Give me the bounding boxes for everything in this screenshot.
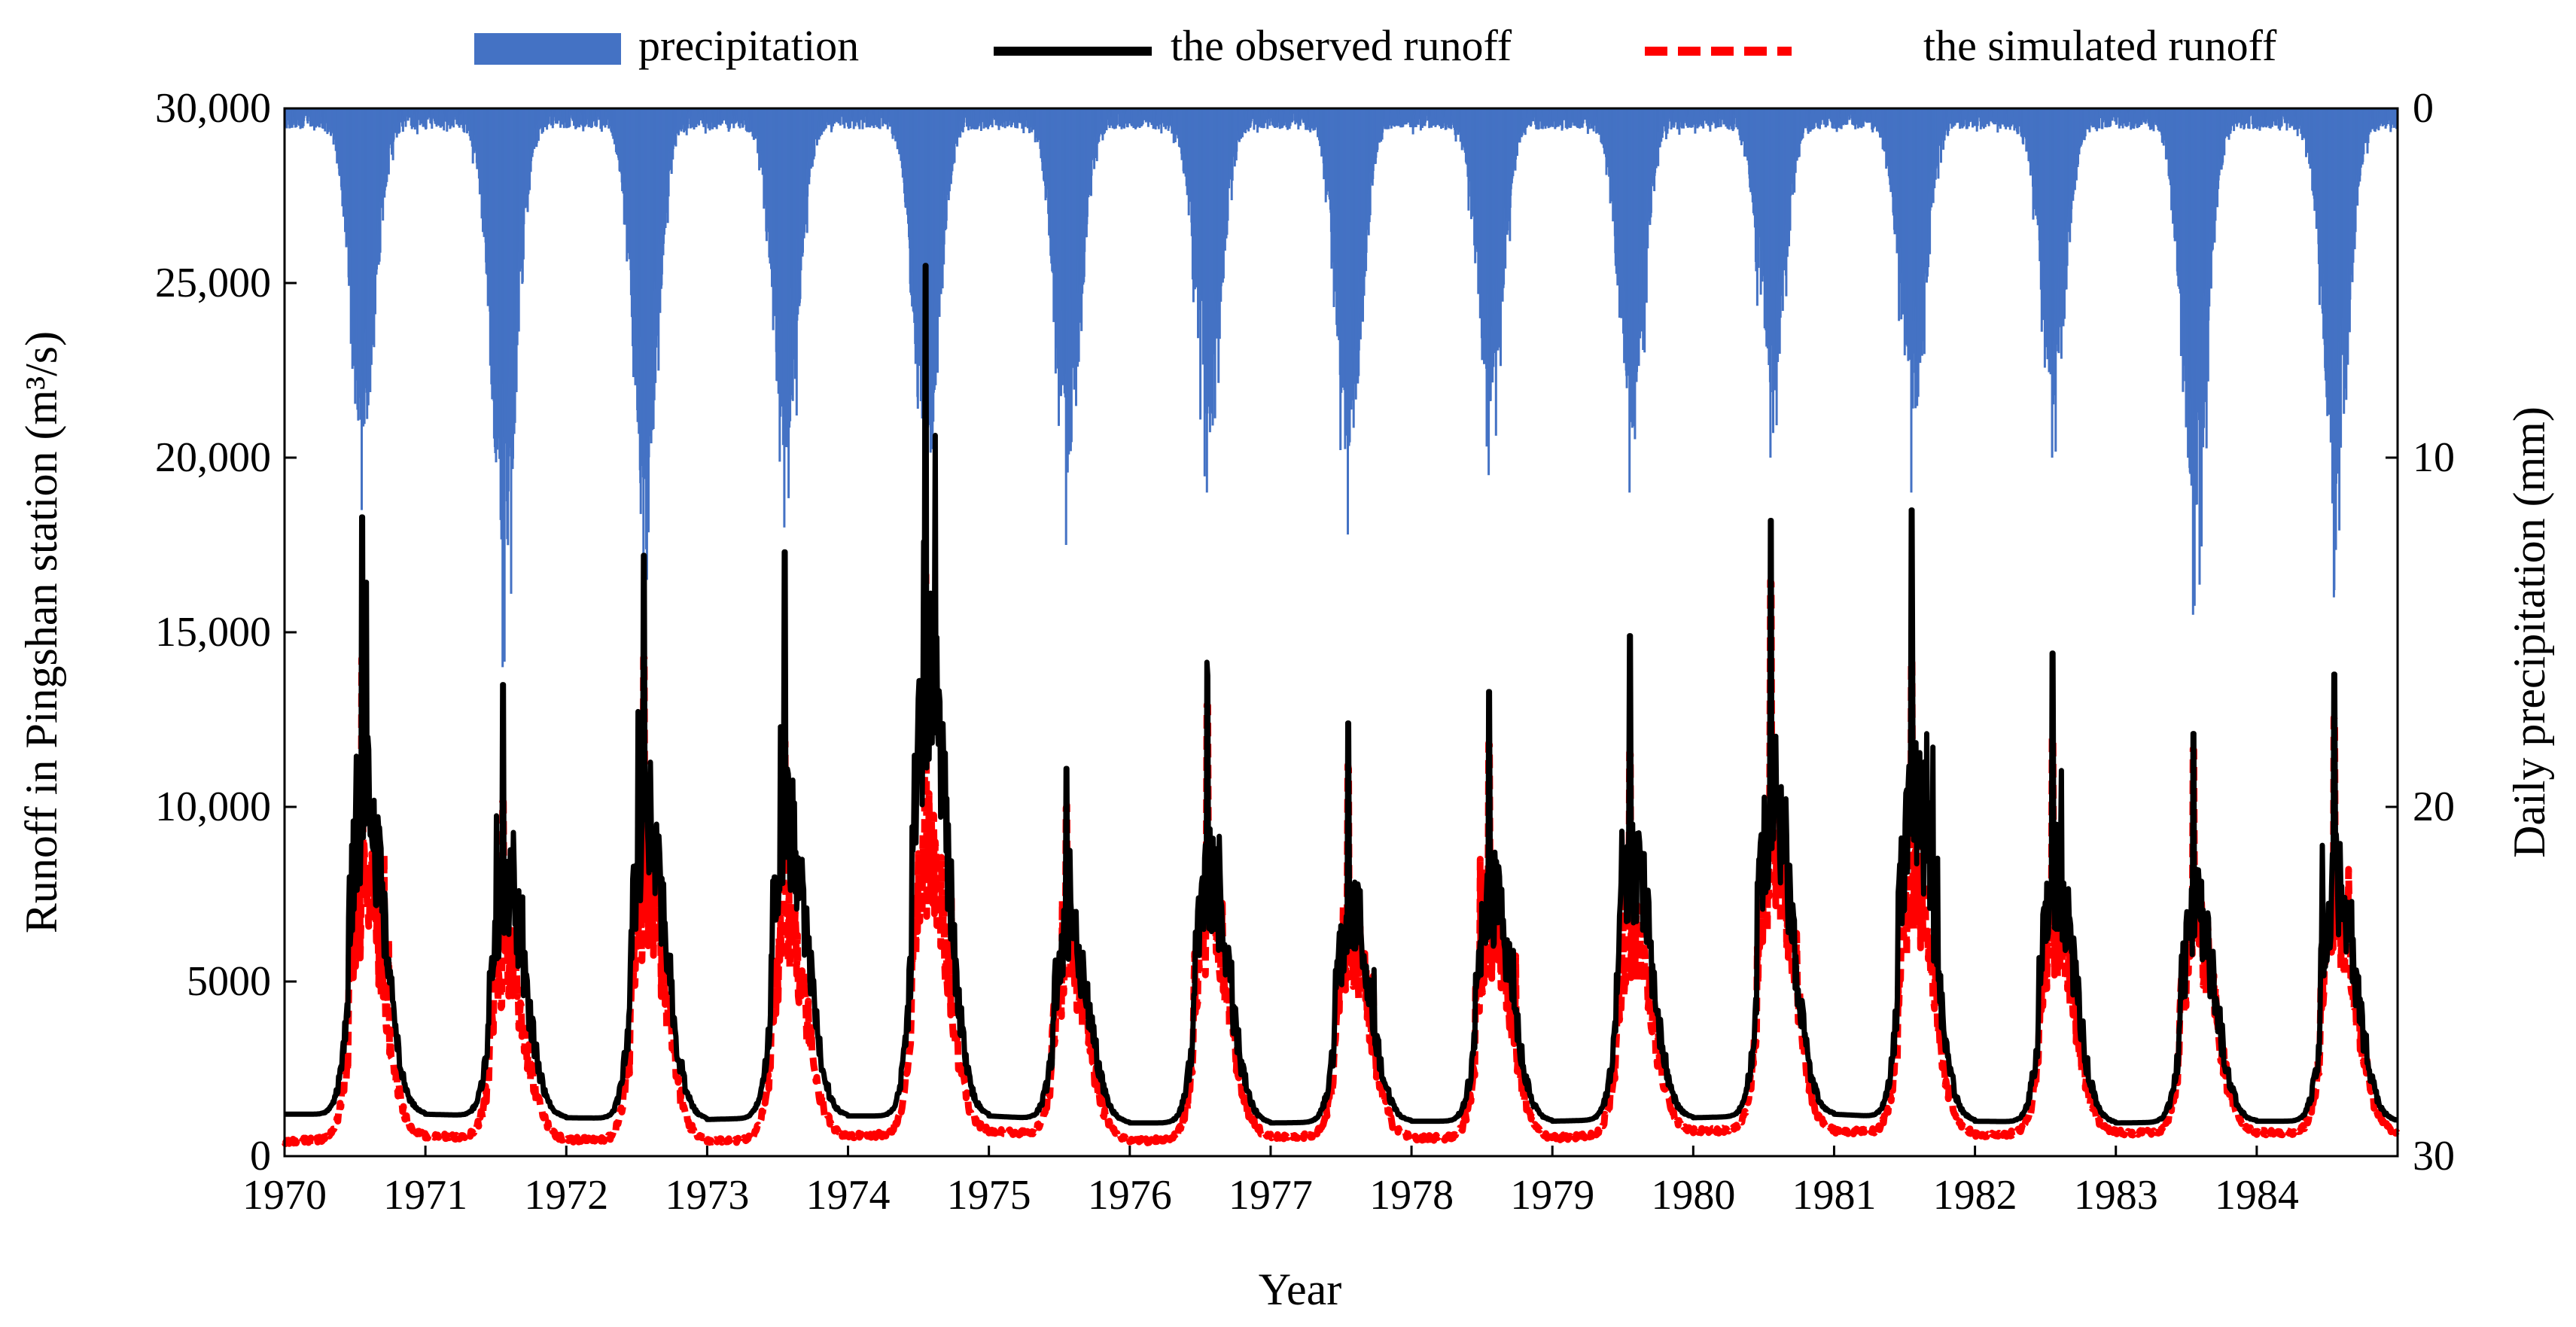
precipitation-bars (284, 108, 2398, 668)
